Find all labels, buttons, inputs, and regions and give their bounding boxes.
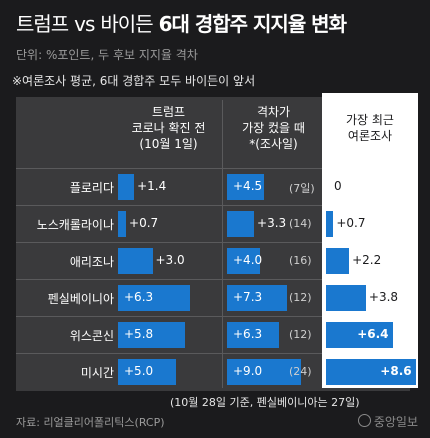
data-label: +2.2: [352, 252, 382, 267]
data-bar: [326, 284, 366, 311]
title-vs: vs: [74, 12, 95, 36]
brand-icon: [357, 414, 371, 427]
data-bar: [326, 358, 417, 385]
data-label: +6.3: [233, 326, 263, 341]
data-bar: [227, 247, 260, 274]
data-bar: [118, 321, 185, 348]
row-separator: [16, 353, 322, 354]
brand-logo: 중앙일보: [357, 413, 418, 430]
data-label: +5.8: [124, 326, 154, 341]
state-label: 펜실베이니아: [47, 291, 114, 306]
data-label: +6.4: [357, 326, 389, 341]
data-bar: [326, 321, 394, 348]
unit-label: 단위: %포인트, 두 후보 지지율 격차: [16, 48, 198, 62]
column-header-line: 트럼프: [151, 105, 186, 119]
column-separator: [222, 100, 223, 388]
column-header-line: 가장 최근: [346, 113, 394, 127]
data-label: +9.0: [233, 363, 263, 378]
data-bar: [227, 358, 301, 385]
data-label: +1.4: [137, 178, 167, 193]
data-label: +7.3: [233, 289, 263, 304]
poll-date: (12): [289, 327, 312, 341]
data-label: +0.7: [129, 215, 159, 230]
note: ※여론조사 평균, 6대 경합주 모두 바이든이 앞서: [12, 74, 256, 88]
chart-title: 트럼프 vs 바이든 6대 경합주 지지율 변화: [16, 8, 347, 37]
data-label: +4.0: [233, 252, 263, 267]
poll-date: (7일): [289, 181, 315, 195]
source: 자료: 리얼클리어폴리틱스(RCP): [16, 416, 165, 429]
data-label: 0: [334, 178, 342, 193]
data-label: +4.5: [233, 178, 263, 193]
poll-date: (12): [289, 290, 312, 304]
data-bar: [118, 173, 135, 200]
data-label: +3.8: [368, 289, 399, 304]
state-label: 미시간: [80, 365, 114, 380]
data-bar: [326, 247, 350, 274]
column-header-line: 격차가: [256, 105, 291, 119]
column-header-line: *(조사일): [249, 137, 298, 151]
poll-date: (16): [289, 253, 312, 267]
column-header-line: 코로나 확진 전: [131, 121, 206, 135]
state-label: 플로리다: [69, 180, 114, 195]
row-separator: [16, 168, 322, 169]
state-label: 노스캐롤라이나: [36, 217, 114, 232]
data-label: +3.3: [257, 215, 287, 230]
brand-text: 중앙일보: [373, 415, 418, 429]
row-separator: [16, 242, 322, 243]
column-header-line: (10월 1일): [139, 137, 198, 151]
data-bar: [227, 173, 264, 200]
data-bar: [326, 210, 334, 237]
state-label: 애리조나: [69, 254, 114, 269]
data-label: +5.0: [124, 363, 154, 378]
row-separator: [16, 205, 322, 206]
poll-date: (24): [289, 364, 312, 378]
title-main: 6대 경합주 지지율 변화: [158, 12, 347, 36]
footnote: (10월 28일 기준, 펜실베이니아는 27일): [170, 396, 360, 409]
title-candidate-2: 바이든: [100, 12, 153, 36]
column-header-line: 여론조사: [347, 129, 393, 143]
data-label: +8.6: [380, 363, 412, 378]
data-bar: [227, 321, 279, 348]
state-label: 위스콘신: [69, 328, 114, 343]
data-bar: [118, 284, 191, 311]
title-candidate-1: 트럼프: [16, 12, 69, 36]
poll-date: (14): [289, 216, 312, 230]
data-bar: [227, 284, 287, 311]
column-header-line: 가장 컸을 때: [242, 121, 305, 135]
data-bar: [118, 247, 153, 274]
data-label: +3.0: [155, 252, 185, 267]
data-label: +6.3: [124, 289, 154, 304]
data-bar: [227, 210, 255, 237]
row-separator: [16, 316, 322, 317]
data-bar: [118, 358, 176, 385]
data-bar: [118, 210, 127, 237]
row-separator: [16, 279, 322, 280]
data-label: +0.7: [336, 215, 366, 230]
